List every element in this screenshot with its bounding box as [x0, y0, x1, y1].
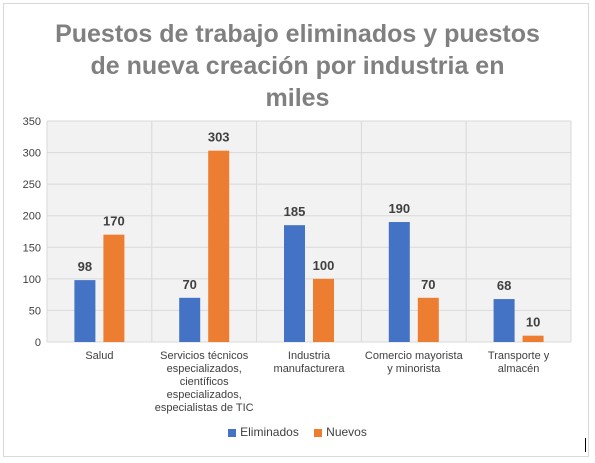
y-axis-ticks: 0 50 100 150 200 250 300 350: [23, 116, 41, 349]
data-label: 70: [421, 277, 435, 292]
category-label: científicos: [180, 376, 229, 388]
data-label: 70: [182, 277, 196, 292]
data-label: 98: [78, 259, 92, 274]
data-label: 68: [497, 278, 511, 293]
category-label: especializados,: [167, 363, 242, 375]
y-tick-label: 150: [23, 242, 41, 254]
legend-label: Eliminados: [240, 425, 299, 439]
legend-item-eliminados: Eliminados: [228, 425, 299, 439]
data-label: 100: [313, 258, 335, 273]
category-label: manufacturera: [274, 363, 346, 375]
y-tick-label: 100: [23, 274, 41, 286]
data-label: 10: [526, 315, 540, 330]
bar-nuevos: [522, 335, 544, 342]
bar-nuevos: [208, 150, 230, 342]
text-cursor: [585, 438, 586, 452]
data-label: 303: [208, 130, 230, 145]
chart-title-line: de nueva creación por industria en: [90, 52, 505, 80]
bars: [74, 150, 544, 342]
bar-eliminados: [179, 297, 201, 342]
bar-eliminados: [388, 222, 410, 342]
bar-eliminados: [493, 299, 515, 342]
bar-nuevos: [313, 278, 334, 342]
y-tick-label: 0: [35, 337, 41, 349]
category-label: almacén: [498, 363, 540, 375]
legend-label: Nuevos: [326, 425, 367, 439]
data-labels: 98 170 70 303 185 100 190 70 68 10: [78, 130, 541, 330]
plot-area: [47, 121, 571, 342]
y-tick-label: 300: [23, 148, 41, 160]
chart-title-line: Puestos de trabajo eliminados y puestos: [55, 20, 540, 48]
category-label: especializados,: [167, 389, 242, 401]
data-label: 185: [284, 204, 306, 219]
data-label: 170: [103, 214, 125, 229]
bar-eliminados: [284, 225, 305, 342]
y-tick-label: 200: [23, 211, 41, 223]
category-label: Servicios técnicos: [160, 350, 249, 362]
legend: Eliminados Nuevos: [0, 425, 595, 439]
legend-item-nuevos: Nuevos: [314, 425, 367, 439]
data-label: 190: [388, 201, 410, 216]
y-tick-label: 50: [29, 305, 41, 317]
category-label: especialistas de TIC: [155, 402, 254, 414]
chart-title: Puestos de trabajo eliminados y puestos …: [0, 18, 595, 114]
legend-swatch: [228, 428, 237, 437]
category-label: y minorista: [387, 363, 441, 375]
y-tick-label: 350: [23, 116, 41, 128]
category-label: Transporte y: [488, 350, 550, 362]
grid-lines: [46, 120, 572, 343]
bar-nuevos: [103, 234, 125, 342]
bar-eliminados: [74, 280, 96, 342]
chart-title-line: miles: [265, 84, 330, 112]
category-label: Salud: [85, 350, 113, 362]
category-label: Industria: [288, 350, 331, 362]
legend-swatch: [314, 428, 323, 437]
chart-frame: [3, 3, 589, 457]
bar-nuevos: [417, 297, 439, 342]
category-label: Comercio mayorista: [365, 350, 464, 362]
x-axis-categories: Salud Servicios técnicosespecializados,ci…: [85, 350, 549, 414]
y-tick-label: 250: [23, 179, 41, 191]
